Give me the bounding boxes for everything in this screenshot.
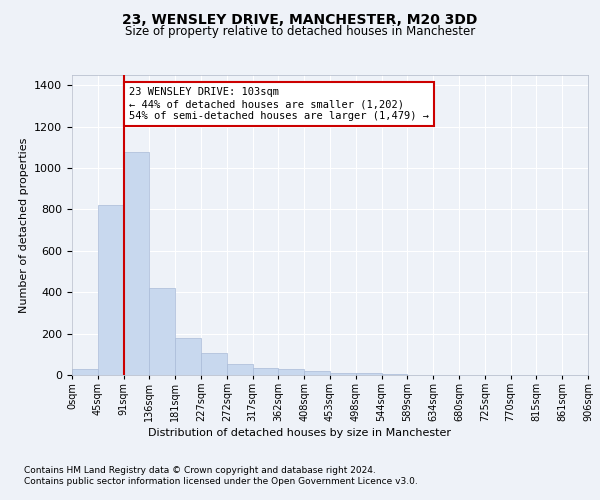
Bar xyxy=(356,374,382,375)
Bar xyxy=(201,354,227,375)
Bar xyxy=(304,371,330,375)
Bar xyxy=(382,374,407,375)
Bar xyxy=(278,369,304,375)
Bar xyxy=(330,374,356,375)
Text: Contains public sector information licensed under the Open Government Licence v3: Contains public sector information licen… xyxy=(24,478,418,486)
Bar xyxy=(98,206,124,375)
Text: Distribution of detached houses by size in Manchester: Distribution of detached houses by size … xyxy=(149,428,452,438)
Text: 23, WENSLEY DRIVE, MANCHESTER, M20 3DD: 23, WENSLEY DRIVE, MANCHESTER, M20 3DD xyxy=(122,12,478,26)
Bar xyxy=(149,288,175,375)
Text: Contains HM Land Registry data © Crown copyright and database right 2024.: Contains HM Land Registry data © Crown c… xyxy=(24,466,376,475)
Bar xyxy=(227,364,253,375)
Bar xyxy=(175,338,201,375)
Text: 23 WENSLEY DRIVE: 103sqm
← 44% of detached houses are smaller (1,202)
54% of sem: 23 WENSLEY DRIVE: 103sqm ← 44% of detach… xyxy=(129,88,429,120)
Bar xyxy=(253,368,278,375)
Bar xyxy=(124,152,149,375)
Y-axis label: Number of detached properties: Number of detached properties xyxy=(19,138,29,312)
Text: Size of property relative to detached houses in Manchester: Size of property relative to detached ho… xyxy=(125,25,475,38)
Bar xyxy=(72,369,98,375)
